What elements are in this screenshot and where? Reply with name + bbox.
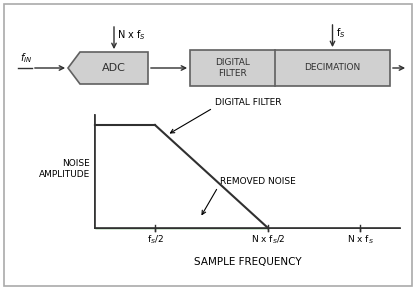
Text: N x f$_S$/2: N x f$_S$/2 <box>251 233 285 246</box>
Polygon shape <box>68 52 148 84</box>
Text: DECIMATION: DECIMATION <box>305 64 361 72</box>
Text: f$_{IN}$: f$_{IN}$ <box>20 51 32 65</box>
Bar <box>190 50 390 86</box>
Polygon shape <box>95 110 410 228</box>
Text: SAMPLE FREQUENCY: SAMPLE FREQUENCY <box>194 257 301 267</box>
Text: DIGITAL FILTER: DIGITAL FILTER <box>215 98 282 107</box>
FancyBboxPatch shape <box>4 4 412 286</box>
Text: NOISE
AMPLITUDE: NOISE AMPLITUDE <box>39 159 90 179</box>
Text: N x f$_S$: N x f$_S$ <box>117 28 146 42</box>
Text: DIGITAL
FILTER: DIGITAL FILTER <box>215 58 250 78</box>
Text: ADC: ADC <box>102 63 126 73</box>
Text: N x f$_S$: N x f$_S$ <box>347 233 374 246</box>
Bar <box>95 208 268 228</box>
Text: REMOVED NOISE: REMOVED NOISE <box>220 177 296 186</box>
Text: f$_S$: f$_S$ <box>335 26 345 40</box>
Text: f$_S$/2: f$_S$/2 <box>146 233 163 246</box>
